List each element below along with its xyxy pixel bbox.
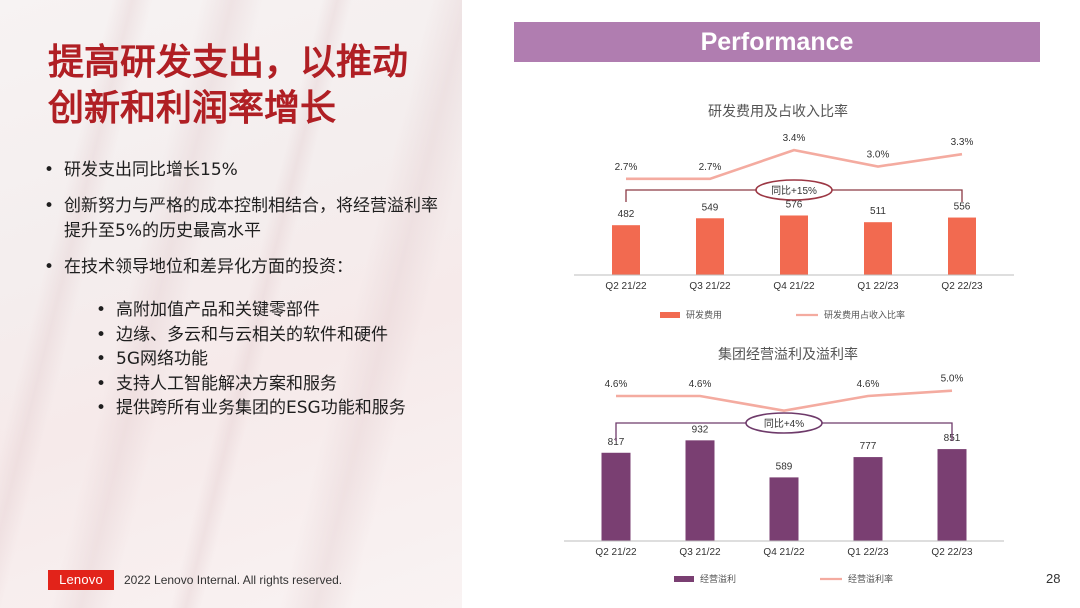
line-value-label: 4.6% xyxy=(857,379,880,390)
bullet-text: 研发支出同比增长15% xyxy=(64,160,238,180)
bullet-item: • 创新努力与严格的成本控制相结合，将经营溢利率提升至5%的历史最高水平 xyxy=(44,194,454,244)
yoy-callout-ellipse xyxy=(755,179,833,201)
slide-title-line2: 创新和利润率增长 xyxy=(48,88,337,129)
bar-4 xyxy=(853,457,883,541)
sub-bullet-item: • 5G网络功能 xyxy=(96,347,462,372)
bar-value-label: 556 xyxy=(954,202,971,213)
left-panel: 提高研发支出，以推动 创新和利润率增长 • 研发支出同比增长15% • 创新努力… xyxy=(0,0,462,608)
sub-bullet-item: • 提供跨所有业务集团的ESG功能和服务 xyxy=(96,396,462,421)
category-label: Q2 21/22 xyxy=(595,547,637,558)
bullet-text: 创新努力与严格的成本控制相结合，将经营溢利率提升至5%的历史最高水平 xyxy=(64,196,438,241)
legend-label: 经营溢利 xyxy=(700,573,736,585)
sub-bullet-list: • 高附加值产品和关键零部件 • 边缘、多云和与云相关的软件和硬件 • 5G网络… xyxy=(96,298,462,421)
line-value-label: 4.6% xyxy=(689,379,712,390)
category-label: Q3 21/22 xyxy=(679,547,721,558)
legend-label: 经营溢利率 xyxy=(848,573,893,585)
bar-1 xyxy=(612,225,640,275)
line-value-label: 3.0% xyxy=(867,150,890,161)
sub-bullet-item: • 边缘、多云和与云相关的软件和硬件 xyxy=(96,323,462,348)
legend-label: 研发费用 xyxy=(686,309,722,321)
bar-value-label: 932 xyxy=(692,424,709,435)
bar-3 xyxy=(769,477,799,541)
bar-value-label: 482 xyxy=(618,209,635,220)
line-value-label: 2.7% xyxy=(699,162,722,173)
bar-value-label: 549 xyxy=(702,202,719,213)
category-label: Q2 22/23 xyxy=(941,281,983,292)
bullet-dot-icon: • xyxy=(44,160,55,180)
line-value-label: 5.0% xyxy=(941,374,964,385)
bullet-text: 在技术领导地位和差异化方面的投资： xyxy=(64,257,353,277)
bar-value-label: 589 xyxy=(776,461,793,472)
bullet-item: • 研发支出同比增长15% xyxy=(44,158,454,183)
sub-bullet-item: • 高附加值产品和关键零部件 xyxy=(96,298,462,323)
legend-swatch-bar xyxy=(674,576,694,582)
bar-1 xyxy=(601,452,631,541)
category-label: Q1 22/23 xyxy=(847,547,889,558)
legend-label: 研发费用占收入比率 xyxy=(824,309,905,321)
ratio-line xyxy=(616,389,953,412)
bullet-dot-icon: • xyxy=(96,300,107,320)
legend-swatch-bar xyxy=(660,312,680,318)
category-label: Q4 21/22 xyxy=(763,547,805,558)
bar-value-label: 777 xyxy=(860,441,877,452)
slide-title-line1: 提高研发支出，以推动 xyxy=(48,42,409,83)
line-value-label: 3.3% xyxy=(951,137,974,148)
bar-3 xyxy=(780,215,808,275)
category-label: Q2 22/23 xyxy=(931,547,973,558)
sub-bullet-text: 高附加值产品和关键零部件 xyxy=(116,300,320,320)
bullet-dot-icon: • xyxy=(96,398,107,418)
slide-title: 提高研发支出，以推动 创新和利润率增长 xyxy=(48,40,458,132)
rd-expense-chart: 研发费用及占收入比率 482 549 576 511 556 Q2 21/22 Q3 21/2… xyxy=(574,103,1014,321)
sub-bullet-text: 5G网络功能 xyxy=(116,349,208,369)
line-value-label: 4.6% xyxy=(605,379,628,390)
bullet-item: • 在技术领导地位和差异化方面的投资： xyxy=(44,255,454,280)
yoy-callout-ellipse xyxy=(745,412,823,434)
lenovo-logo: Lenovo xyxy=(48,570,114,590)
copyright-text: 2022 Lenovo Internal. All rights reserve… xyxy=(124,573,343,587)
yoy-callout-text: 同比+4% xyxy=(764,418,804,430)
sub-bullet-text: 支持人工智能解决方案和服务 xyxy=(116,373,337,394)
chart-title: 研发费用及占收入比率 xyxy=(708,103,848,120)
bullet-dot-icon: • xyxy=(44,257,55,277)
category-label: Q2 21/22 xyxy=(605,281,647,292)
bar-5 xyxy=(937,449,967,541)
bar-value-label: 817 xyxy=(608,437,625,448)
bar-5 xyxy=(948,217,976,275)
bullet-dot-icon: • xyxy=(96,349,107,369)
bullet-list: • 研发支出同比增长15% • 创新努力与严格的成本控制相结合，将经营溢利率提升… xyxy=(44,158,454,291)
page-number: 28 xyxy=(1046,571,1061,586)
bullet-dot-icon: • xyxy=(96,373,107,394)
category-label: Q1 22/23 xyxy=(857,281,899,292)
line-value-label: 2.7% xyxy=(615,162,638,173)
bar-value-label: 511 xyxy=(870,206,886,217)
line-value-label: 3.4% xyxy=(783,133,806,144)
category-label: Q3 21/22 xyxy=(689,281,731,292)
sub-bullet-text: 提供跨所有业务集团的ESG功能和服务 xyxy=(116,398,406,418)
bullet-dot-icon: • xyxy=(44,196,55,216)
chart-title: 集团经营溢利及溢利率 xyxy=(718,346,858,363)
sub-bullet-item: • 支持人工智能解决方案和服务 xyxy=(96,372,462,397)
bar-4 xyxy=(864,222,892,275)
performance-banner: Performance xyxy=(514,22,1040,62)
bar-2 xyxy=(685,440,715,541)
bar-value-label: 576 xyxy=(786,199,803,210)
bar-2 xyxy=(696,218,724,275)
sub-bullet-text: 边缘、多云和与云相关的软件和硬件 xyxy=(116,324,388,345)
yoy-callout-text: 同比+15% xyxy=(771,185,817,197)
category-label: Q4 21/22 xyxy=(773,281,815,292)
bullet-dot-icon: • xyxy=(96,324,107,345)
ratio-line xyxy=(626,148,963,181)
